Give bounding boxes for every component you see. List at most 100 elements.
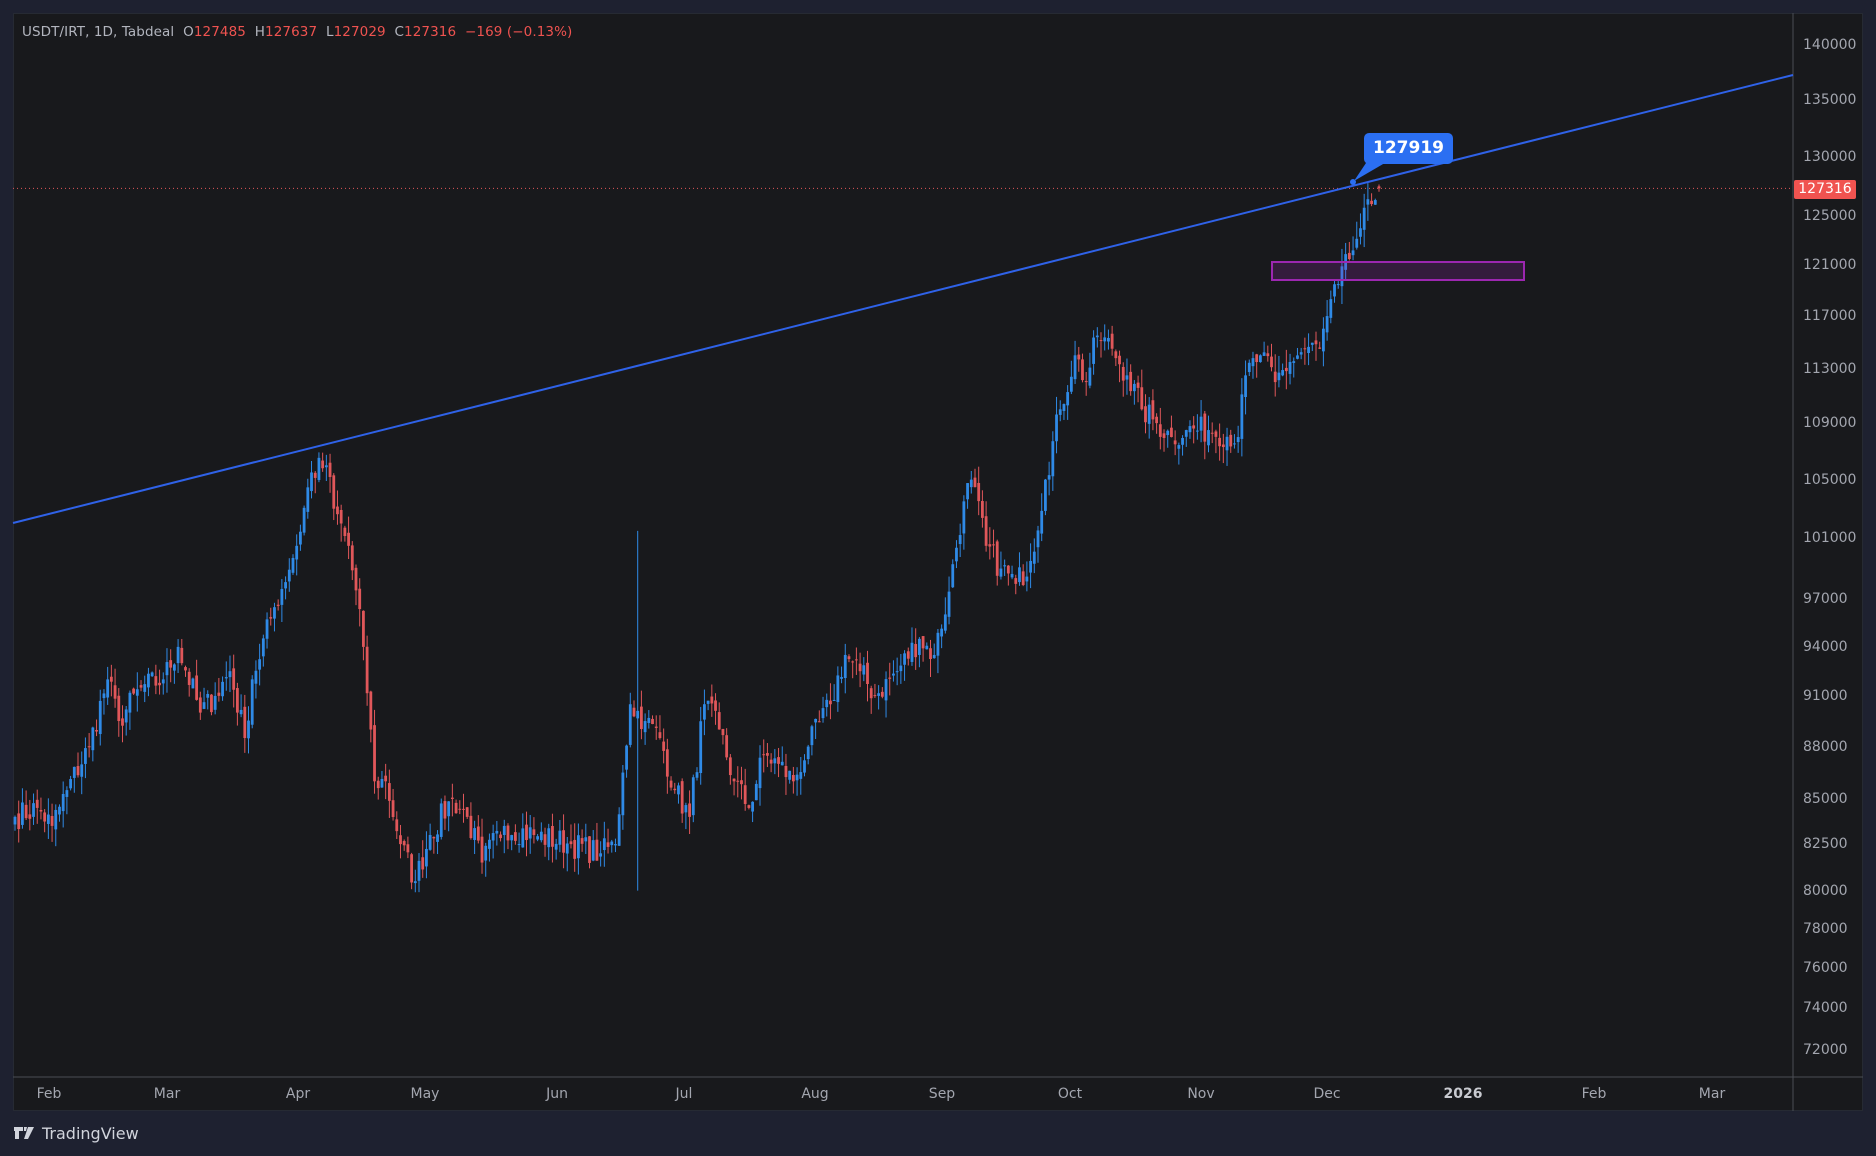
candle-body[interactable] <box>1199 416 1203 431</box>
candle-body[interactable] <box>966 483 969 500</box>
candle-body[interactable] <box>539 831 543 841</box>
candle-body[interactable] <box>595 839 599 861</box>
candle-body[interactable] <box>651 718 654 725</box>
candle-body[interactable] <box>350 545 354 571</box>
candle-body[interactable] <box>43 812 47 822</box>
candle-body[interactable] <box>347 532 350 546</box>
candle-body[interactable] <box>691 777 695 816</box>
candle-body[interactable] <box>291 557 295 573</box>
candle-body[interactable] <box>447 801 451 817</box>
candle-body[interactable] <box>354 567 358 591</box>
candle-body[interactable] <box>432 836 436 839</box>
candle-body[interactable] <box>562 830 565 853</box>
candle-body[interactable] <box>791 775 795 782</box>
candle-body[interactable] <box>495 830 499 834</box>
candle-body[interactable] <box>1077 354 1081 360</box>
candle-body[interactable] <box>1207 430 1210 446</box>
trendline[interactable] <box>12 74 1794 524</box>
candle-body[interactable] <box>969 479 973 488</box>
candle-body[interactable] <box>28 814 32 819</box>
candle-body[interactable] <box>32 803 35 817</box>
candle-body[interactable] <box>1351 250 1355 256</box>
candle-body[interactable] <box>1247 362 1251 373</box>
candle-body[interactable] <box>914 644 918 658</box>
candle-body[interactable] <box>302 507 306 533</box>
candle-body[interactable] <box>1066 392 1070 406</box>
candle-body[interactable] <box>365 646 369 694</box>
candle-body[interactable] <box>513 832 517 841</box>
candle-body[interactable] <box>113 685 117 699</box>
candle-body[interactable] <box>1084 381 1088 383</box>
candle-body[interactable] <box>1362 207 1366 230</box>
candle-body[interactable] <box>558 830 562 845</box>
candle-body[interactable] <box>502 825 506 836</box>
candle-body[interactable] <box>458 808 462 810</box>
candle-body[interactable] <box>243 706 247 739</box>
candle-body[interactable] <box>1055 414 1058 442</box>
candle-body[interactable] <box>1177 445 1181 449</box>
candle-body[interactable] <box>1088 367 1092 386</box>
candle-body[interactable] <box>1214 431 1218 437</box>
candle-body[interactable] <box>176 646 180 664</box>
candle-body[interactable] <box>554 843 558 850</box>
candle-body[interactable] <box>165 662 169 676</box>
candle-body[interactable] <box>128 692 132 713</box>
candle-body[interactable] <box>428 834 432 850</box>
candle-body[interactable] <box>184 667 187 671</box>
candle-body[interactable] <box>840 677 843 679</box>
candle-body[interactable] <box>421 857 425 870</box>
candle-body[interactable] <box>758 757 762 789</box>
candle-body[interactable] <box>584 837 588 842</box>
candle-body[interactable] <box>1292 361 1296 363</box>
candle-body[interactable] <box>273 607 276 619</box>
candle-body[interactable] <box>1110 333 1114 349</box>
candle-body[interactable] <box>21 802 24 825</box>
candle-body[interactable] <box>988 544 992 547</box>
candle-body[interactable] <box>1218 437 1222 447</box>
candle-body[interactable] <box>762 754 766 756</box>
candle-body[interactable] <box>376 780 380 789</box>
candle-body[interactable] <box>1118 355 1121 365</box>
candle-body[interactable] <box>480 836 484 863</box>
candle-body[interactable] <box>1021 571 1025 586</box>
candle-body[interactable] <box>239 709 243 715</box>
candle-body[interactable] <box>476 826 480 841</box>
candle-body[interactable] <box>76 766 80 776</box>
candle-body[interactable] <box>1310 342 1314 345</box>
candle-body[interactable] <box>947 591 951 617</box>
candle-body[interactable] <box>1303 348 1307 350</box>
candle-body[interactable] <box>992 544 995 546</box>
candle-body[interactable] <box>917 638 921 655</box>
candle-body[interactable] <box>736 780 740 782</box>
candle-body[interactable] <box>1129 371 1133 392</box>
candle-body[interactable] <box>943 614 947 631</box>
candle-body[interactable] <box>135 689 139 696</box>
candle-body[interactable] <box>1092 337 1095 364</box>
candle-body[interactable] <box>154 676 158 686</box>
candle-body[interactable] <box>387 783 391 801</box>
candle-body[interactable] <box>54 809 58 830</box>
candle-body[interactable] <box>962 501 966 534</box>
candle-body[interactable] <box>317 457 321 480</box>
candle-body[interactable] <box>1040 510 1044 534</box>
candle-body[interactable] <box>669 780 673 788</box>
candle-body[interactable] <box>721 728 725 736</box>
candle-body[interactable] <box>284 582 287 589</box>
candle-body[interactable] <box>658 732 662 739</box>
candle-body[interactable] <box>1132 383 1136 392</box>
candle-body[interactable] <box>332 475 336 509</box>
candle-body[interactable] <box>929 648 932 660</box>
candle-body[interactable] <box>161 679 165 684</box>
candle-body[interactable] <box>936 632 940 656</box>
candle-body[interactable] <box>24 804 28 819</box>
candle-body[interactable] <box>632 707 636 717</box>
candle-body[interactable] <box>921 636 925 649</box>
candle-body[interactable] <box>469 815 473 839</box>
candle-body[interactable] <box>1144 406 1147 423</box>
candle-body[interactable] <box>413 881 417 884</box>
candle-body[interactable] <box>640 706 643 730</box>
candle-body[interactable] <box>1032 551 1036 564</box>
candle-body[interactable] <box>517 844 521 846</box>
candle-body[interactable] <box>1073 355 1077 380</box>
candle-body[interactable] <box>602 838 606 851</box>
